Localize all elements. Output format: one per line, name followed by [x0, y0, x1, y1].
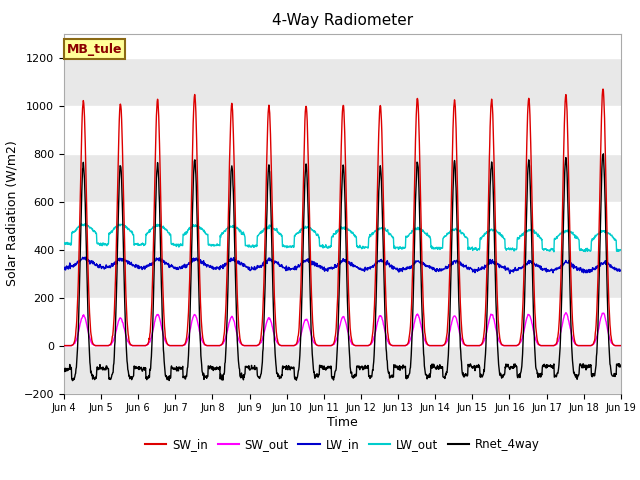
- SW_in: [429, 343, 436, 348]
- LW_out: [502, 245, 509, 251]
- Rnet_4way: [502, 365, 509, 371]
- SW_in: [246, 343, 254, 348]
- Rnet_4way: [600, 151, 607, 156]
- LW_out: [184, 227, 192, 233]
- SW_in: [184, 323, 191, 328]
- Title: 4-Way Radiometer: 4-Way Radiometer: [272, 13, 413, 28]
- LW_in: [171, 264, 179, 270]
- LW_out: [82, 220, 90, 226]
- LW_out: [429, 245, 436, 251]
- SW_out: [616, 343, 624, 348]
- LW_in: [616, 268, 624, 274]
- LW_out: [171, 242, 179, 248]
- Line: SW_in: SW_in: [64, 89, 620, 346]
- SW_out: [246, 343, 254, 348]
- Bar: [64, 58, 621, 106]
- Bar: [64, 250, 621, 298]
- SW_out: [170, 343, 178, 348]
- SW_out: [184, 336, 191, 342]
- LW_in: [506, 271, 514, 276]
- Legend: SW_in, SW_out, LW_in, LW_out, Rnet_4way: SW_in, SW_out, LW_in, LW_out, Rnet_4way: [140, 433, 545, 456]
- Line: Rnet_4way: Rnet_4way: [64, 154, 620, 381]
- LW_in: [246, 268, 254, 274]
- Rnet_4way: [246, 366, 254, 372]
- LW_out: [550, 249, 557, 255]
- SW_out: [562, 310, 570, 315]
- SW_in: [616, 343, 624, 348]
- SW_out: [429, 343, 436, 348]
- Bar: [64, 154, 621, 202]
- LW_in: [184, 261, 192, 267]
- LW_in: [429, 266, 436, 272]
- LW_out: [246, 244, 254, 250]
- Rnet_4way: [184, 358, 192, 364]
- LW_out: [551, 237, 559, 242]
- Line: LW_out: LW_out: [64, 223, 620, 252]
- LW_out: [60, 241, 68, 247]
- SW_out: [501, 343, 509, 348]
- Rnet_4way: [60, 369, 68, 374]
- X-axis label: Time: Time: [327, 416, 358, 429]
- Bar: [64, 346, 621, 394]
- SW_in: [599, 86, 607, 92]
- Rnet_4way: [171, 365, 179, 371]
- Rnet_4way: [551, 374, 559, 380]
- SW_in: [170, 343, 178, 348]
- Line: SW_out: SW_out: [64, 312, 620, 346]
- LW_in: [502, 267, 509, 273]
- SW_out: [550, 342, 558, 348]
- Rnet_4way: [616, 364, 624, 370]
- SW_in: [501, 343, 509, 348]
- LW_out: [616, 247, 624, 252]
- SW_in: [550, 343, 558, 348]
- LW_in: [551, 267, 559, 273]
- Y-axis label: Solar Radiation (W/m2): Solar Radiation (W/m2): [5, 141, 18, 287]
- LW_in: [60, 267, 68, 273]
- LW_in: [81, 254, 89, 260]
- Text: MB_tule: MB_tule: [67, 43, 122, 56]
- Rnet_4way: [68, 378, 76, 384]
- SW_out: [60, 343, 68, 348]
- Line: LW_in: LW_in: [64, 257, 620, 274]
- SW_in: [60, 343, 68, 348]
- Rnet_4way: [429, 364, 436, 370]
